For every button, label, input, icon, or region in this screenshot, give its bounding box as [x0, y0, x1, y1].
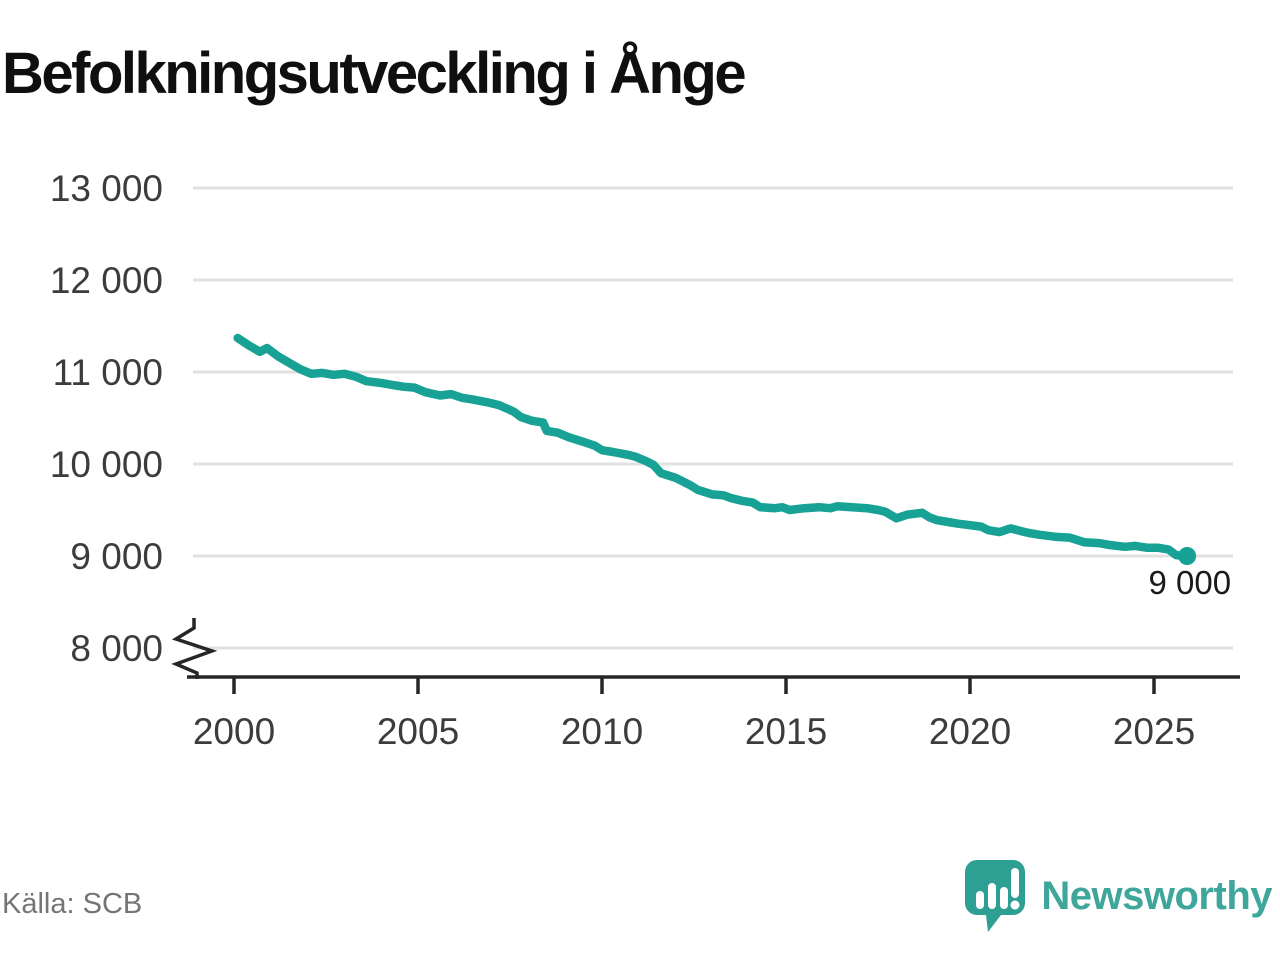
x-tick-label: 2020 [929, 711, 1011, 752]
x-tick-label: 2000 [193, 711, 275, 752]
y-tick-label: 8 000 [70, 628, 163, 669]
x-tick-label: 2015 [745, 711, 827, 752]
x-tick-label: 2025 [1113, 711, 1195, 752]
end-value-label: 9 000 [1149, 564, 1232, 601]
y-tick-label: 13 000 [50, 168, 163, 209]
x-tick-label: 2005 [377, 711, 459, 752]
y-tick-label: 11 000 [53, 352, 163, 393]
series-end-dot [1178, 547, 1197, 565]
x-tick-label: 2010 [561, 711, 643, 752]
brand-name: Newsworthy [1041, 874, 1272, 918]
y-tick-label: 12 000 [50, 260, 163, 301]
y-tick-label: 9 000 [70, 536, 163, 577]
chart-title: Befolkningsutveckling i Ånge [2, 41, 747, 106]
bar-chart-speech-bubble-icon [965, 860, 1026, 932]
source-label: Källa: SCB [2, 888, 143, 920]
y-axis-break-icon [171, 618, 218, 679]
brand-footer: Newsworthy [963, 858, 1272, 934]
y-tick-label: 10 000 [50, 444, 163, 485]
population-series-line [233, 333, 1192, 561]
